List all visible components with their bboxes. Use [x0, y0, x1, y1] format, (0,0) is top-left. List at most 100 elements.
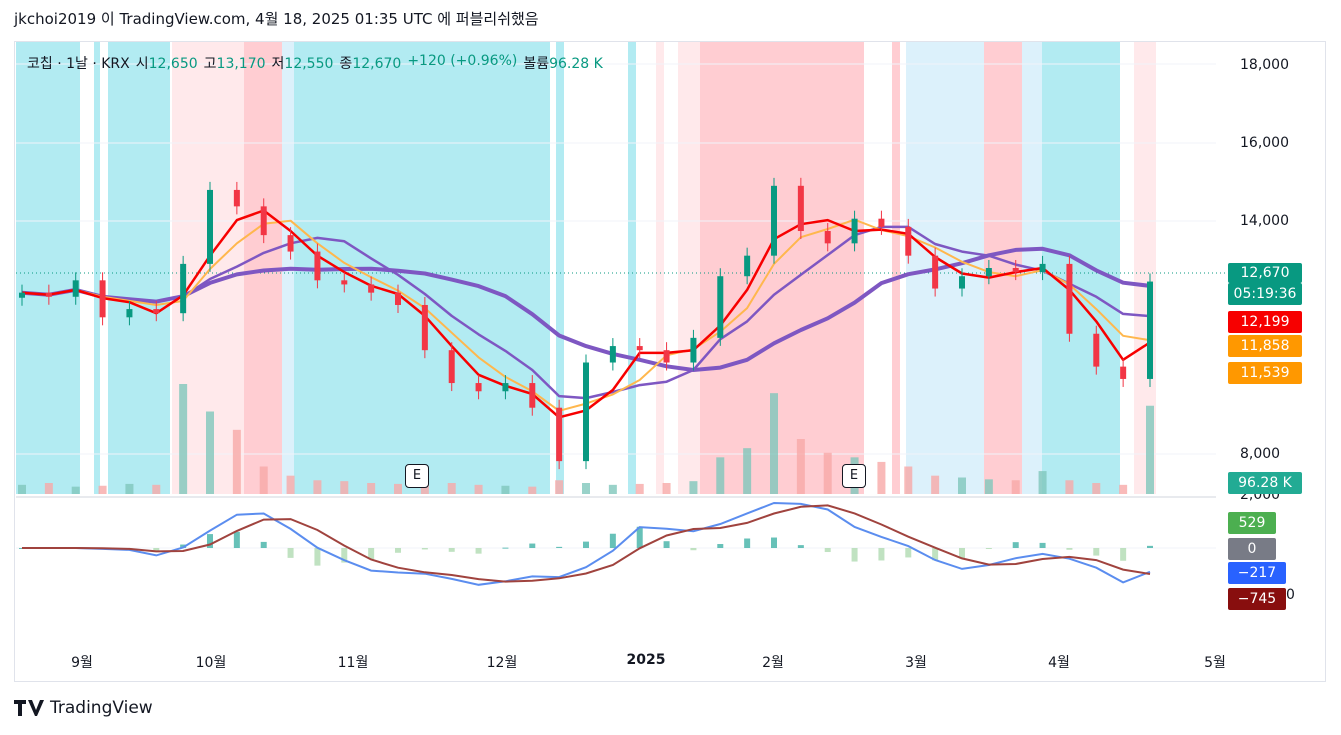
macd-histogram-bar — [771, 537, 777, 548]
macd-histogram-bar — [368, 548, 375, 560]
volume-bar — [340, 481, 349, 494]
macd-histogram-bar — [905, 548, 912, 558]
legend-high-label: 고 — [203, 56, 217, 72]
candle-body — [72, 280, 79, 297]
macd-histogram-bar — [717, 544, 724, 548]
macd-tick-partial: 0 — [1286, 587, 1295, 603]
volume-bar — [1038, 471, 1047, 494]
macd-histogram-bar — [153, 548, 160, 553]
regime-band — [892, 42, 900, 494]
candle-body — [1093, 333, 1100, 367]
candle-body — [959, 276, 965, 289]
macd-histogram-bar — [663, 541, 670, 548]
candle-body — [153, 309, 160, 314]
volume-bar — [555, 480, 564, 494]
volume-bar — [474, 484, 483, 494]
legend-high: 13,170 — [216, 56, 266, 72]
macd-histogram-bar — [985, 548, 992, 549]
candle-body — [314, 251, 321, 281]
footer-brand[interactable]: TradingView — [14, 698, 153, 718]
publish-header: jkchoi2019 이 TradingView.com, 4월 18, 202… — [14, 10, 539, 28]
legend-open-label: 시 — [135, 56, 149, 72]
macd-histogram-bar — [314, 548, 321, 566]
macd-histogram-bar — [851, 548, 858, 562]
candle-body — [395, 292, 401, 305]
candle-body — [636, 346, 643, 351]
candle-body — [985, 268, 992, 277]
footer-brand-text: TradingView — [50, 698, 153, 718]
candle-body — [556, 407, 563, 462]
price-tick-8000: 8,000 — [1240, 446, 1281, 462]
volume-bar — [232, 429, 241, 494]
volume-bar — [716, 457, 725, 494]
candle-body — [502, 383, 509, 392]
regime-band — [656, 42, 664, 494]
candle-body — [878, 218, 885, 227]
candle-body — [797, 185, 804, 232]
volume-bar — [1092, 483, 1101, 494]
time-tick-2025: 2025 — [626, 652, 666, 668]
candle-body — [609, 346, 616, 363]
macd-histogram-bar — [448, 548, 455, 552]
volume-bar — [1065, 480, 1074, 494]
candle-body — [368, 284, 375, 293]
tradingview-logo-icon — [14, 700, 44, 716]
candle-body — [529, 383, 536, 408]
macd-line — [22, 501, 1151, 586]
volume-bar — [98, 485, 107, 494]
macd-histogram-bar — [1120, 548, 1127, 561]
volume-bar — [206, 411, 214, 494]
volume-bar — [689, 481, 698, 494]
volume-bar — [635, 483, 644, 494]
candle-body — [287, 235, 294, 252]
candle-body — [583, 362, 589, 462]
zero-tag: 0 — [1228, 538, 1276, 560]
legend-close: 12,670 — [352, 56, 402, 72]
macd-histogram-bar — [529, 543, 536, 548]
ohlc-legend: 코칩 · 1날 · KRX 시12,650 고13,170 저12,550 종1… — [27, 53, 603, 73]
macd-histogram-bar — [690, 548, 697, 551]
ma-red-tag: 12,199 — [1228, 311, 1302, 333]
macd-histogram-bar — [1147, 545, 1153, 548]
candle-body — [1012, 268, 1019, 273]
candle-body — [260, 206, 267, 236]
volume-bar — [259, 466, 268, 494]
macd-histogram-bar — [180, 544, 187, 548]
macd-histogram-bar — [502, 547, 509, 549]
time-tick-apr: 4월 — [1048, 655, 1070, 671]
time-tick-dec: 12월 — [486, 655, 518, 671]
hist-tag: 529 — [1228, 512, 1276, 534]
legend-close-label: 종 — [339, 56, 353, 72]
macd-histogram-bar — [824, 548, 831, 553]
signal-tag: −745 — [1228, 588, 1286, 610]
regime-band — [906, 42, 920, 494]
volume-bar — [743, 448, 752, 494]
macd-histogram-bar — [959, 548, 965, 559]
volume-bar — [823, 452, 832, 494]
regime-band — [1042, 42, 1120, 494]
candle-body — [1039, 263, 1046, 273]
macd-histogram-bar — [341, 548, 348, 563]
legend-symbol[interactable]: 코칩 · 1날 · KRX — [27, 56, 130, 72]
candle-body — [99, 280, 106, 318]
candle-body — [771, 185, 777, 256]
macd-histogram-bar — [797, 545, 804, 548]
volume-bar — [286, 475, 295, 494]
price-tick-14000: 14,000 — [1240, 213, 1289, 229]
volume-bar — [958, 477, 966, 494]
earnings-marker-1[interactable]: E — [405, 464, 429, 488]
regime-band — [16, 42, 80, 494]
macd-histogram-bar — [744, 538, 751, 548]
candle-body — [663, 350, 670, 363]
legend-change: +120 (+0.96%) — [407, 53, 518, 69]
ma-long-line — [21, 246, 1151, 372]
earnings-marker-2[interactable]: E — [842, 464, 866, 488]
volume-bar — [313, 480, 322, 494]
volume-bar — [1119, 484, 1128, 494]
time-tick-mar: 3월 — [905, 655, 927, 671]
countdown-tag: 05:19:36 — [1228, 283, 1302, 305]
volume-bar — [904, 466, 913, 494]
time-tick-sep: 9월 — [71, 655, 93, 671]
macd-histogram-bar — [260, 541, 267, 548]
